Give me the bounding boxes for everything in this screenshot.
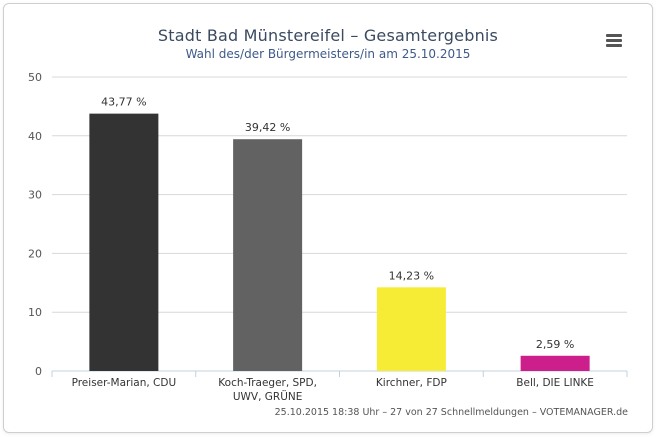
hamburger-menu-icon[interactable] [603,32,625,50]
chart-subtitle: Wahl des/der Bürgermeisters/in am 25.10.… [185,47,471,61]
bar [89,113,159,372]
bar [376,287,446,371]
x-tick-label: Preiser-Marian, CDU [72,377,177,389]
y-tick-label: 0 [35,365,42,378]
y-tick-label: 30 [28,189,42,202]
credits-text[interactable]: 25.10.2015 18:38 Uhr – 27 von 27 Schnell… [274,407,628,418]
y-tick-label: 40 [28,130,42,143]
x-tick-label: Kirchner, FDP [376,377,447,389]
data-label: 14,23 % [389,269,434,282]
x-tick-label: UWV, GRÜNE [233,390,303,403]
bar [233,139,303,371]
y-tick-label: 50 [28,71,42,84]
x-tick-label: Bell, DIE LINKE [516,377,594,389]
x-tick-label: Koch-Traeger, SPD, [218,377,317,389]
chart-title: Stadt Bad Münstereifel – Gesamtergebnis [157,26,499,45]
bar [520,355,590,371]
data-label: 43,77 % [101,96,146,109]
y-tick-label: 20 [28,247,42,260]
data-label: 39,42 % [245,121,290,134]
data-label: 2,59 % [536,338,574,351]
y-tick-label: 10 [28,306,42,319]
